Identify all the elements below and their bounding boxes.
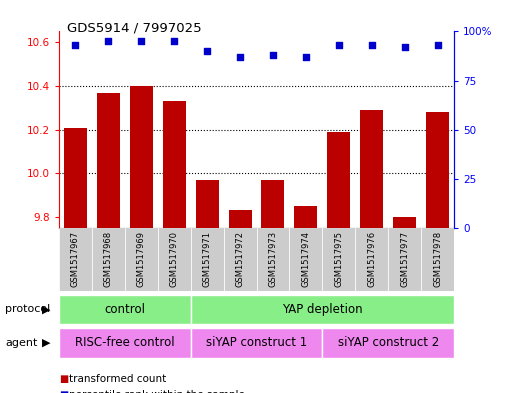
Text: GSM1517975: GSM1517975 <box>334 231 343 287</box>
Bar <box>158 228 191 291</box>
Text: ▶: ▶ <box>42 338 50 348</box>
Bar <box>327 132 350 228</box>
Text: GSM1517970: GSM1517970 <box>170 231 179 287</box>
Bar <box>228 211 251 228</box>
Text: ■: ■ <box>59 390 68 393</box>
Text: GSM1517974: GSM1517974 <box>301 231 310 287</box>
Point <box>269 52 277 58</box>
Text: GSM1517969: GSM1517969 <box>137 231 146 287</box>
Point <box>104 38 112 44</box>
Bar <box>59 295 191 324</box>
Text: protocol: protocol <box>5 305 50 314</box>
Text: siYAP construct 2: siYAP construct 2 <box>338 336 439 349</box>
Bar <box>421 228 454 291</box>
Text: RISC-free control: RISC-free control <box>75 336 174 349</box>
Bar <box>163 101 186 228</box>
Text: GDS5914 / 7997025: GDS5914 / 7997025 <box>67 22 201 35</box>
Bar <box>294 206 318 228</box>
Point <box>334 42 343 48</box>
Bar <box>322 328 454 358</box>
Bar <box>191 228 224 291</box>
Bar <box>191 328 322 358</box>
Text: siYAP construct 1: siYAP construct 1 <box>206 336 307 349</box>
Text: agent: agent <box>5 338 37 348</box>
Text: GSM1517978: GSM1517978 <box>433 231 442 287</box>
Text: control: control <box>104 303 145 316</box>
Bar <box>59 228 92 291</box>
Bar <box>130 86 153 228</box>
Point <box>368 42 376 48</box>
Bar <box>125 228 158 291</box>
Text: transformed count: transformed count <box>69 374 167 384</box>
Point <box>203 48 211 54</box>
Text: GSM1517972: GSM1517972 <box>235 231 245 287</box>
Point <box>302 54 310 60</box>
Point <box>71 42 80 48</box>
Point <box>401 44 409 50</box>
Bar <box>262 180 285 228</box>
Bar <box>360 110 383 228</box>
Text: GSM1517977: GSM1517977 <box>400 231 409 287</box>
Bar <box>59 328 191 358</box>
Bar <box>92 228 125 291</box>
Bar <box>195 180 219 228</box>
Text: ▶: ▶ <box>42 305 50 314</box>
Bar <box>224 228 256 291</box>
Bar <box>64 127 87 228</box>
Point <box>236 54 244 60</box>
Point <box>170 38 179 44</box>
Point <box>433 42 442 48</box>
Text: ■: ■ <box>59 374 68 384</box>
Text: GSM1517967: GSM1517967 <box>71 231 80 287</box>
Text: GSM1517973: GSM1517973 <box>268 231 278 287</box>
Bar <box>322 228 355 291</box>
Bar <box>355 228 388 291</box>
Text: GSM1517976: GSM1517976 <box>367 231 376 287</box>
Bar <box>426 112 449 228</box>
Bar <box>388 228 421 291</box>
Text: percentile rank within the sample: percentile rank within the sample <box>69 390 245 393</box>
Bar <box>191 295 454 324</box>
Text: GSM1517971: GSM1517971 <box>203 231 212 287</box>
Text: YAP depletion: YAP depletion <box>282 303 363 316</box>
Bar <box>97 93 120 228</box>
Text: GSM1517968: GSM1517968 <box>104 231 113 287</box>
Bar <box>256 228 289 291</box>
Bar <box>393 217 416 228</box>
Bar <box>289 228 322 291</box>
Point <box>137 38 145 44</box>
